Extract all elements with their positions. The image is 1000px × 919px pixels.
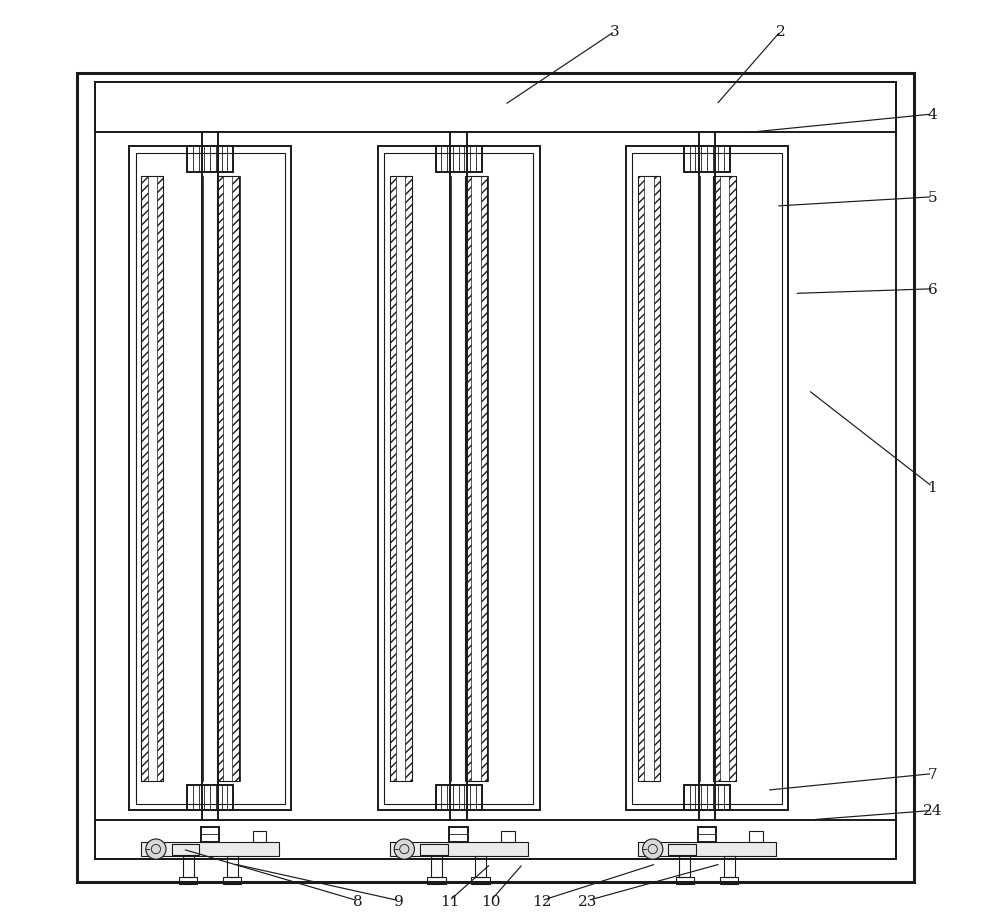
Bar xyxy=(420,844,448,855)
Text: 7: 7 xyxy=(928,766,937,781)
Bar xyxy=(436,147,482,173)
Text: 12: 12 xyxy=(532,893,551,908)
Bar xyxy=(172,844,199,855)
Bar xyxy=(713,176,736,781)
Bar xyxy=(136,153,285,804)
Bar xyxy=(390,176,396,781)
Bar xyxy=(77,74,914,882)
Bar xyxy=(449,827,468,842)
Bar xyxy=(720,877,738,884)
Bar xyxy=(632,153,782,804)
Bar xyxy=(676,877,694,884)
Text: 6: 6 xyxy=(928,282,937,297)
Circle shape xyxy=(643,839,663,859)
Bar xyxy=(749,831,763,842)
Text: 3: 3 xyxy=(610,25,620,40)
Circle shape xyxy=(394,839,414,859)
Bar xyxy=(378,147,540,811)
Bar xyxy=(724,857,735,877)
Bar xyxy=(654,176,660,781)
Bar xyxy=(227,857,238,877)
Bar xyxy=(638,842,776,857)
Bar xyxy=(465,176,487,781)
Text: 1: 1 xyxy=(928,480,937,494)
Bar xyxy=(668,844,696,855)
Bar xyxy=(626,147,788,811)
Bar xyxy=(427,877,446,884)
Bar xyxy=(384,153,533,804)
Bar xyxy=(141,176,163,781)
Bar xyxy=(95,83,896,133)
Bar xyxy=(217,176,239,781)
Text: 10: 10 xyxy=(481,893,501,908)
Bar xyxy=(223,877,241,884)
Bar xyxy=(179,877,197,884)
Bar xyxy=(638,176,660,781)
Text: 5: 5 xyxy=(928,190,937,205)
Bar xyxy=(232,176,239,781)
Bar xyxy=(187,785,233,811)
Bar xyxy=(187,147,233,173)
Bar xyxy=(698,827,716,842)
Bar xyxy=(481,176,487,781)
Bar xyxy=(436,785,482,811)
Bar xyxy=(638,176,644,781)
Bar xyxy=(129,147,291,811)
Bar xyxy=(501,831,515,842)
Bar xyxy=(405,176,412,781)
Text: 2: 2 xyxy=(776,25,785,40)
Bar xyxy=(713,176,720,781)
Text: 23: 23 xyxy=(578,893,597,908)
Bar xyxy=(201,827,219,842)
Text: 4: 4 xyxy=(928,108,937,122)
Bar xyxy=(95,83,896,859)
Bar xyxy=(157,176,163,781)
Bar xyxy=(95,820,896,859)
Bar xyxy=(684,785,730,811)
Bar xyxy=(390,176,412,781)
Bar xyxy=(475,857,486,877)
Bar xyxy=(217,176,223,781)
Text: 24: 24 xyxy=(923,803,942,818)
Bar xyxy=(141,842,279,857)
Text: 11: 11 xyxy=(440,893,459,908)
Bar xyxy=(684,147,730,173)
Bar xyxy=(141,176,148,781)
Text: 9: 9 xyxy=(394,893,404,908)
Bar xyxy=(729,176,736,781)
Bar xyxy=(431,857,442,877)
Bar xyxy=(253,831,266,842)
Circle shape xyxy=(146,839,166,859)
Bar xyxy=(471,877,490,884)
Bar xyxy=(679,857,690,877)
Bar xyxy=(390,842,528,857)
Text: 8: 8 xyxy=(353,893,362,908)
Bar xyxy=(465,176,471,781)
Bar xyxy=(183,857,194,877)
